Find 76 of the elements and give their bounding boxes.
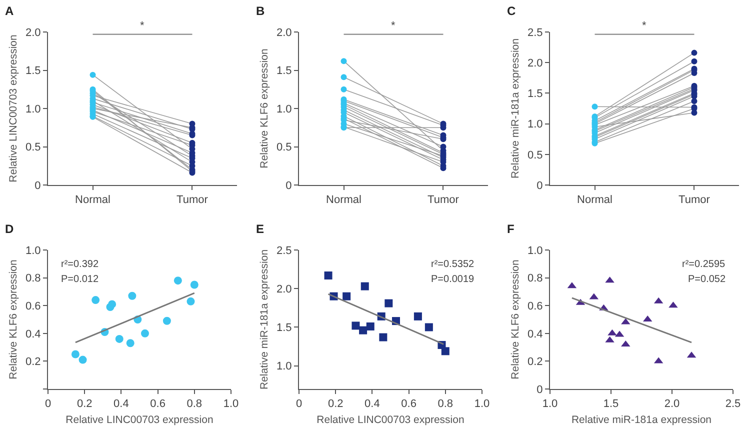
y-axis-title: Relative KLF6 expression (7, 260, 20, 380)
x-tick-label: 0.6 (150, 398, 166, 410)
chart-title: F (507, 222, 514, 236)
y-tick-label: 0.8 (528, 272, 543, 285)
y-tick-label: 0.5 (26, 142, 41, 154)
x-tick-label: 1.5 (603, 398, 619, 410)
y-tick-label: 2.0 (26, 26, 41, 39)
annotation: P=0.0019 (431, 274, 475, 285)
x-tick-label: Tumor (678, 194, 710, 206)
y-tick-label: 1.0 (26, 103, 41, 116)
y-tick-label: 0.4 (528, 328, 543, 340)
y-tick-label: 2.5 (276, 244, 292, 257)
y-tick-label: 2.0 (528, 57, 543, 70)
y-tick-label: 1.0 (276, 360, 292, 373)
y-tick-label: 1.0 (26, 244, 41, 257)
y-tick-label: 0.2 (26, 356, 41, 368)
y-tick-label: 0.5 (276, 142, 292, 154)
y-tick-label: 1.0 (528, 118, 543, 131)
y-tick-label: 1.5 (276, 65, 292, 78)
chart-title: D (5, 222, 14, 236)
annotation: * (642, 20, 647, 32)
x-tick-label: 1.0 (474, 398, 490, 410)
y-tick-label: 2.0 (276, 26, 292, 39)
y-axis-title: Relative KLF6 expression (258, 48, 270, 168)
annotation: r²=0.5352 (431, 259, 475, 270)
y-tick-label: 1.5 (276, 322, 292, 334)
y-tick-label: 0 (286, 180, 292, 192)
y-tick-label: 1.0 (528, 244, 543, 257)
y-tick-label: 0.8 (26, 272, 41, 285)
x-tick-label: 0 (296, 398, 302, 410)
y-tick-label: 0 (536, 384, 543, 396)
annotation: r²=0.2595 (682, 259, 726, 270)
x-axis-title: Relative LINC00703 expression (316, 414, 464, 426)
y-tick-label: 0 (34, 180, 41, 192)
y-tick-label: 1.0 (276, 103, 292, 116)
y-tick-label: 1.5 (528, 88, 543, 100)
x-tick-label: 0.6 (401, 398, 416, 410)
y-tick-label: 2.0 (276, 283, 292, 296)
y-axis-title: Relative miR-181a expression (258, 249, 270, 390)
annotation: P=0.052 (688, 274, 726, 285)
y-tick-label: 0.6 (26, 300, 41, 312)
x-tick-label: Tumor (428, 194, 460, 206)
annotation: * (391, 20, 396, 32)
x-tick-label: 1.0 (223, 398, 239, 410)
x-tick-label: 2.0 (664, 398, 680, 410)
y-tick-label: 1.5 (26, 65, 41, 78)
x-tick-label: Normal (326, 194, 362, 206)
x-tick-label: 0.2 (328, 398, 344, 410)
x-tick-label: 0.4 (364, 398, 380, 410)
x-tick-label: 0.2 (76, 398, 92, 410)
chart-title: E (256, 222, 264, 236)
y-tick-label: 0 (536, 180, 543, 192)
y-tick-label: 0.6 (528, 300, 543, 312)
x-tick-label: 2.5 (725, 398, 741, 410)
annotation: * (140, 20, 145, 32)
y-tick-label: 2.5 (528, 26, 543, 39)
x-axis-title: Relative LINC00703 expression (66, 414, 214, 426)
x-tick-label: 0 (44, 398, 52, 410)
y-axis-title: Relative LINC00703 expression (7, 34, 20, 182)
x-tick-label: Tumor (176, 194, 208, 206)
chart-title: B (256, 4, 266, 18)
y-tick-label: 0.5 (528, 149, 543, 162)
x-tick-label: 0.4 (114, 398, 129, 410)
x-tick-label: 0.8 (186, 398, 202, 410)
y-tick-label: 0.2 (528, 356, 543, 368)
y-axis-title: Relative KLF6 expression (509, 260, 522, 380)
x-tick-label: Normal (75, 194, 110, 206)
annotation: P=0.012 (61, 274, 99, 285)
chart-title: A (5, 4, 14, 18)
annotation: r²=0.392 (61, 259, 99, 270)
x-axis-title: Relative miR-181a expression (571, 414, 712, 426)
y-tick-label: 0.4 (26, 328, 41, 340)
x-tick-label: 0.8 (438, 398, 454, 410)
chart-title: C (507, 4, 516, 18)
x-tick-label: Normal (577, 194, 612, 206)
y-axis-title: Relative miR-181a expression (509, 38, 522, 179)
